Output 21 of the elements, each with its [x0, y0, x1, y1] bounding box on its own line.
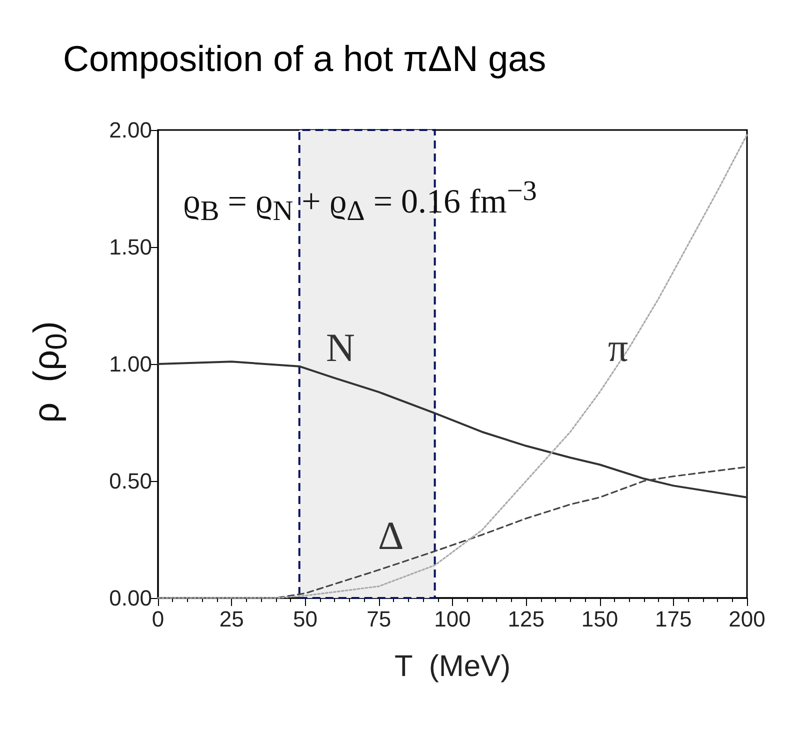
x-tick-label: 175 [655, 606, 692, 632]
y-tick-label: 1.50 [109, 234, 152, 260]
annotation: π [608, 325, 628, 370]
chart-title: Composition of a hot πΔN gas [63, 38, 546, 80]
annotation: Δ [378, 513, 404, 558]
x-tick-label: 50 [293, 606, 318, 632]
y-tick-label: 1.00 [109, 352, 152, 376]
x-tick-label: 150 [581, 606, 618, 632]
x-tick-label: 75 [366, 606, 392, 632]
x-axis-title: T (MeV) [393, 650, 512, 684]
line-series [157, 360, 748, 498]
x-tick-label: 25 [219, 606, 244, 632]
annotation: ϱ$_{B}$ = ϱ$_{N}$ + ϱ$_{Δ}$ = 0.16 fm$^{−3}$ [183, 176, 537, 228]
annotation: N [326, 325, 355, 370]
y-tick-label: 0.00 [109, 586, 152, 610]
y-tick-label: 0.50 [109, 468, 152, 494]
y-tick-label: 2.00 [109, 118, 152, 142]
x-tick-label: 200 [728, 606, 766, 632]
x-tick-label: 100 [434, 606, 471, 632]
x-tick-label: 125 [508, 606, 544, 632]
x-tick-label: 0 [152, 606, 164, 632]
